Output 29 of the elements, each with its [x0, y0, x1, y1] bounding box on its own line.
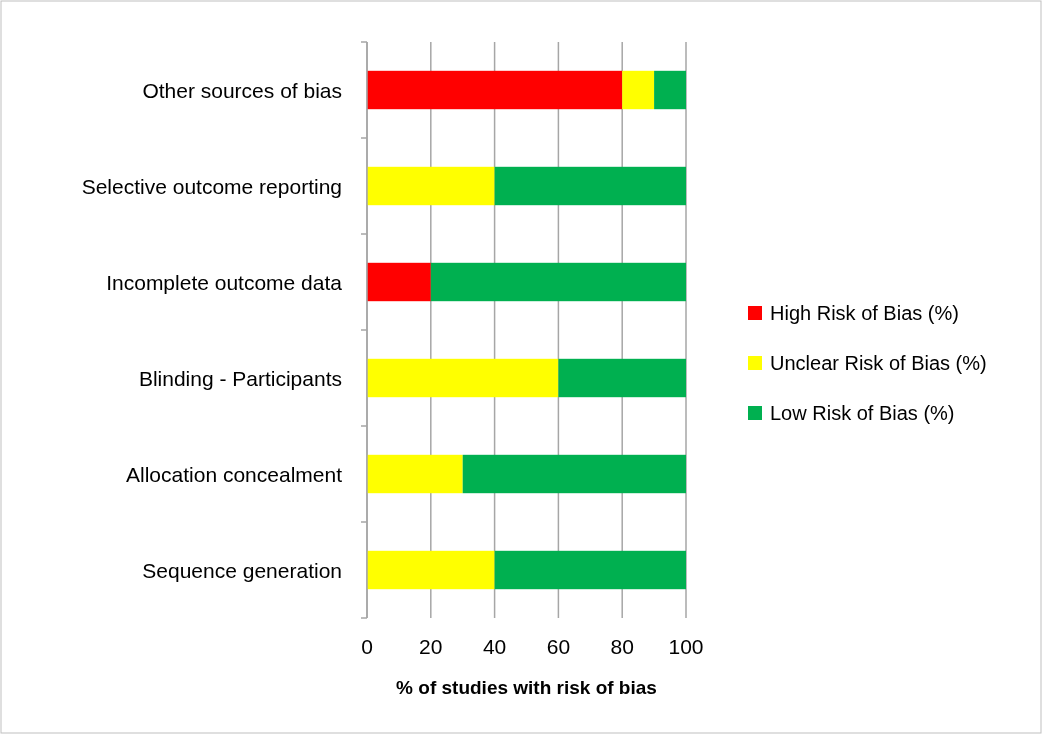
- x-tick-label: 0: [361, 635, 373, 658]
- legend-label: Unclear Risk of Bias (%): [770, 352, 987, 374]
- bar: [367, 166, 495, 206]
- bar: [494, 166, 686, 206]
- x-tick-label: 100: [668, 635, 704, 658]
- x-tick-label: 60: [546, 635, 571, 658]
- bar: [430, 262, 686, 302]
- bar: [367, 454, 463, 494]
- legend-label: High Risk of Bias (%): [770, 302, 959, 324]
- y-tick-label: Other sources of bias: [142, 78, 342, 102]
- bar: [622, 70, 655, 110]
- x-axis-title: % of studies with risk of bias: [396, 677, 657, 698]
- x-tick-label: 80: [610, 635, 634, 658]
- y-tick-label: Selective outcome reporting: [81, 174, 342, 198]
- y-tick-label: Blinding - Participants: [138, 366, 342, 390]
- bar: [462, 454, 686, 494]
- bar: [367, 262, 431, 302]
- bar: [494, 550, 686, 590]
- bar: [558, 358, 686, 398]
- legend-label: Low Risk of Bias (%): [770, 402, 955, 424]
- bar: [367, 70, 623, 110]
- y-tick-label: Incomplete outcome data: [106, 270, 343, 294]
- bar: [367, 550, 495, 590]
- y-tick-label: Allocation concealment: [126, 462, 343, 486]
- x-tick-label: 40: [482, 635, 507, 658]
- bar: [367, 358, 559, 398]
- x-tick-label: 20: [419, 635, 443, 658]
- bar: [654, 70, 686, 110]
- y-tick-label: Sequence generation: [142, 558, 342, 582]
